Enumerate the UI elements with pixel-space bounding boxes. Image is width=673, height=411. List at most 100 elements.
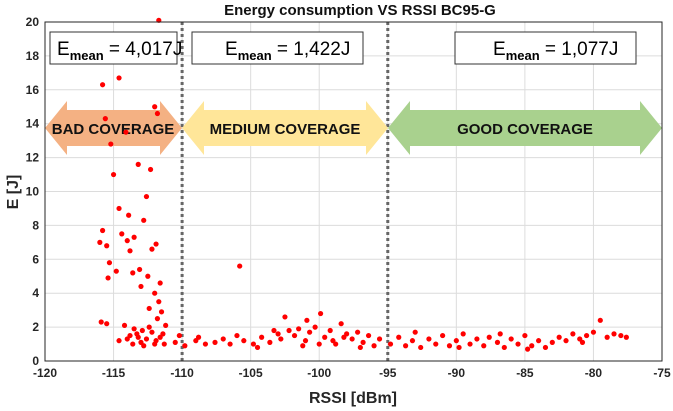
point [549,339,555,345]
x-tick-label: -110 [170,366,194,380]
y-tick-label: 16 [26,83,40,97]
point [418,344,424,351]
point [604,334,610,340]
value: = 1,422J [272,39,351,60]
point [145,273,151,279]
point [220,336,226,342]
point [597,317,603,323]
point [403,343,409,349]
point [327,327,333,334]
point [143,193,150,200]
point [131,326,137,332]
point [135,161,141,167]
point [440,332,446,339]
point [98,319,104,325]
point [357,344,363,351]
point [317,310,324,317]
point [163,322,169,329]
point [146,305,152,312]
point [99,227,106,234]
point [182,343,188,349]
y-tick-label: 12 [26,151,40,165]
point [105,275,111,281]
x-tick-label: -100 [307,366,331,380]
y-tick-label: 8 [32,218,39,232]
point [259,334,265,340]
point [146,324,152,330]
point [583,332,590,339]
region-label: BAD COVERAGE [52,121,175,138]
point [139,327,145,334]
point [501,344,507,351]
point [147,166,154,173]
x-tick-label: -80 [585,366,603,380]
point [153,241,159,247]
value: = 1,077J [540,39,619,60]
point [108,141,114,147]
point [121,322,128,329]
x-tick-label: -120 [33,366,57,380]
point [130,341,136,347]
chart-title: Energy consumption VS RSSI BC95-G [224,2,496,19]
point [250,341,257,347]
point [570,331,576,337]
point [104,243,110,249]
x-tick-label: -105 [239,366,263,380]
point [611,331,617,337]
y-tick-label: 20 [26,15,40,29]
point [227,341,233,347]
medium-arrow [182,101,388,155]
point [304,317,310,323]
point [102,116,108,122]
region-label: GOOD COVERAGE [457,121,593,138]
point [116,75,122,81]
point [302,338,309,344]
point [376,336,383,342]
point [161,341,167,347]
point [254,344,261,351]
point [123,129,129,135]
y-tick-label: 0 [32,354,39,368]
point [154,316,161,322]
point [360,339,366,345]
point [278,336,284,342]
point [474,336,480,342]
annotation-box [191,31,364,65]
plot-frame [44,21,663,362]
point [149,246,155,252]
annotation-box [49,31,178,65]
point [134,331,140,337]
symbol: E [493,39,506,60]
point [241,338,247,344]
point [104,321,110,327]
point [137,266,143,273]
point [341,334,347,340]
point [387,341,394,347]
point [316,341,322,347]
point [536,338,542,344]
point [127,248,133,254]
point [275,331,281,337]
point [456,344,462,351]
y-axis-label: E [J] [5,175,22,210]
region-label: MEDIUM COVERAGE [210,121,361,138]
point [460,331,466,337]
subscript: mean [70,48,104,63]
point [116,205,122,212]
x-tick-label: -90 [448,366,466,380]
point [124,336,130,342]
point [113,268,119,274]
value: = 4,017J [104,39,183,60]
point [371,343,377,349]
point [307,329,313,335]
y-tick-label: 14 [26,117,40,131]
point [130,270,136,276]
x-tick-label: -85 [516,366,534,380]
point [126,212,132,218]
point [291,332,298,339]
point [338,321,344,327]
point [158,309,165,315]
symbol: E [225,39,238,60]
point [157,280,163,286]
